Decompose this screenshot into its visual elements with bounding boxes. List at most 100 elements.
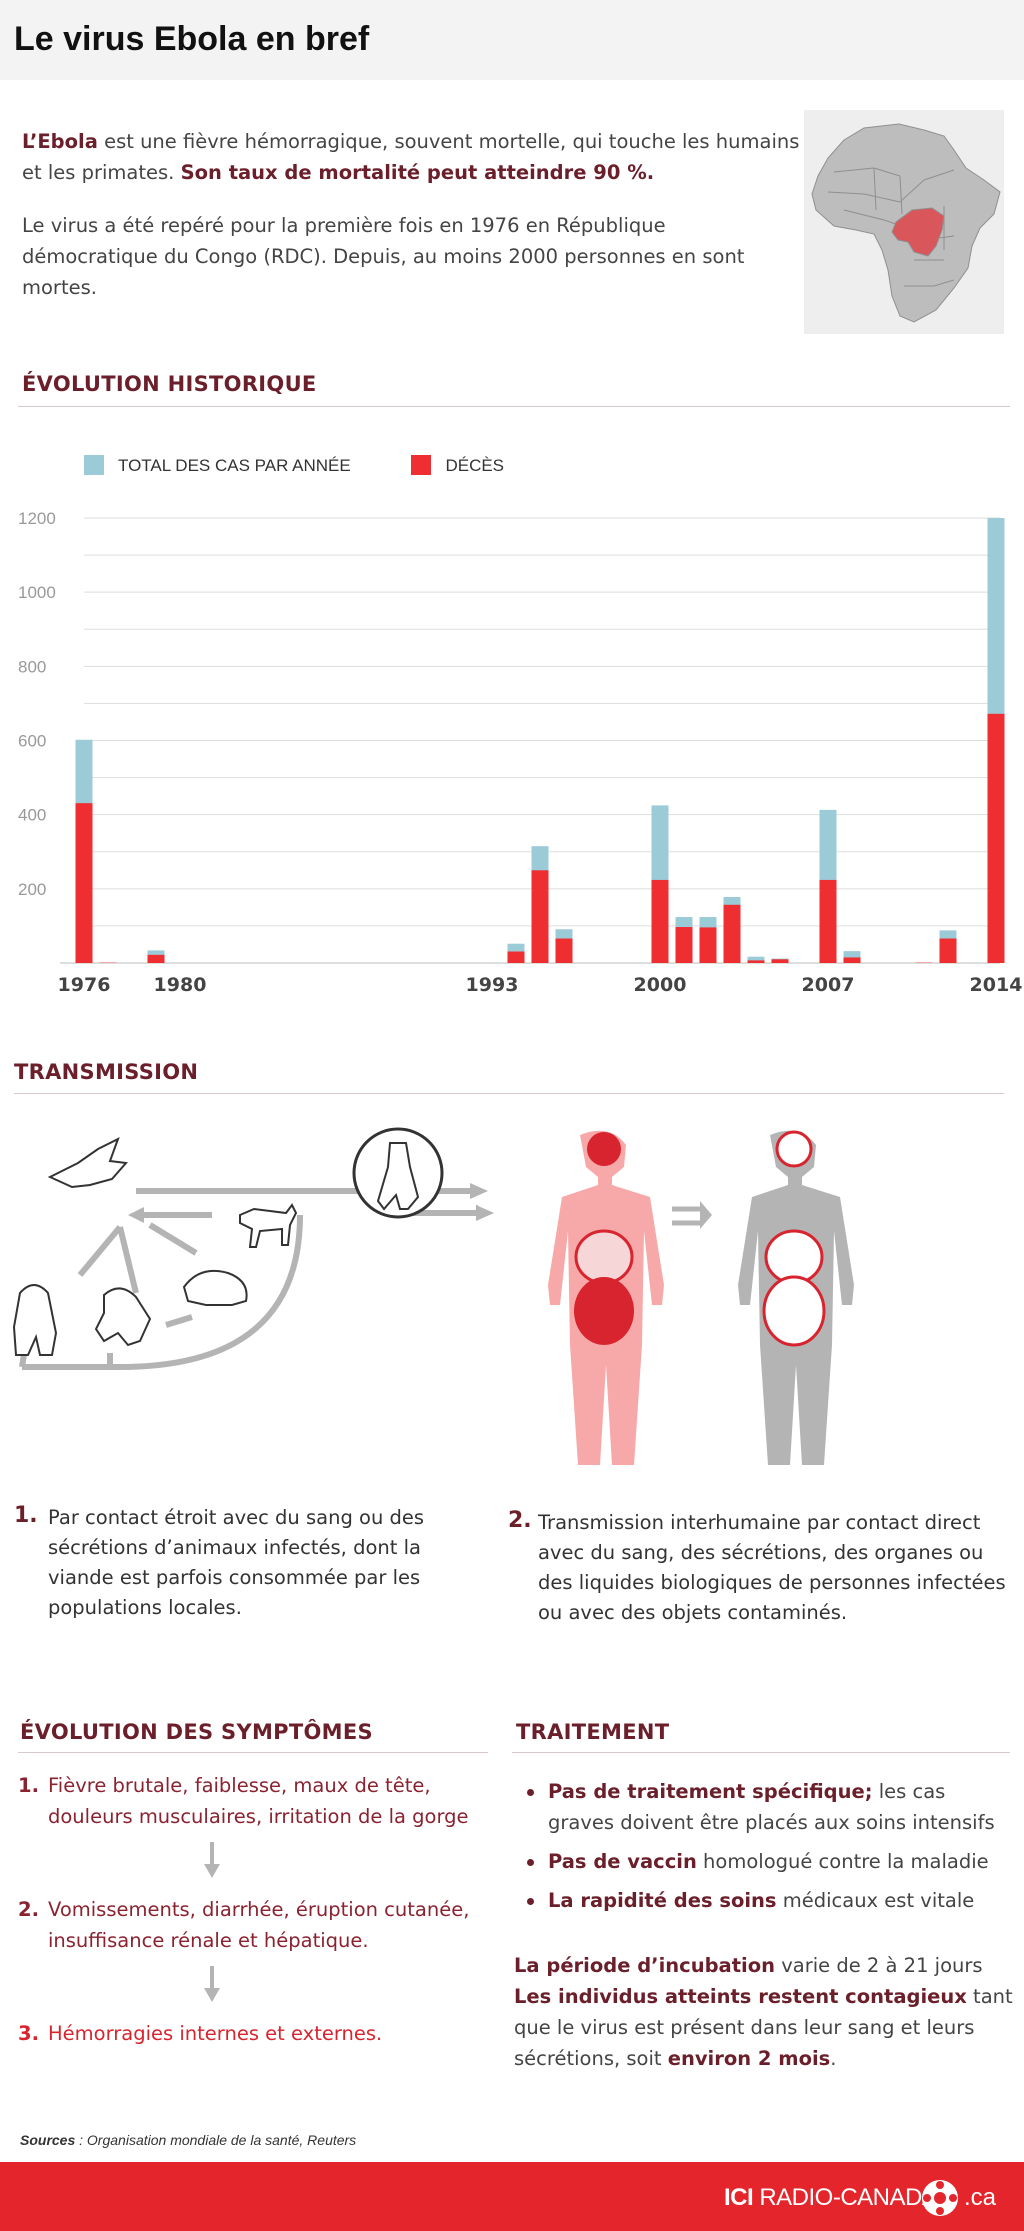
legend-item-deaths: DÉCÈS [411, 455, 504, 476]
drc-highlight [891, 207, 945, 257]
symptoms-section-title: ÉVOLUTION DES SYMPTÔMES [20, 1720, 373, 1744]
bar-deaths-2001 [675, 927, 693, 963]
bar-deaths-2012 [939, 938, 957, 963]
bar-deaths-2002 [699, 927, 717, 963]
brand-radio-canada: RADIO-CANADA [753, 2184, 938, 2211]
bar-deaths-1995 [531, 870, 549, 963]
y-tick-label: 1200 [18, 509, 56, 528]
history-section-divider [18, 406, 1010, 407]
infected-human-figure [548, 1130, 664, 1465]
radio-canada-gem-icon [922, 2180, 958, 2216]
porcupine-icon [182, 1269, 248, 1306]
brand-ici: ICI [724, 2184, 754, 2211]
page-title: Le virus Ebola en bref [14, 20, 370, 58]
down-arrow-icon [204, 1842, 220, 1878]
bar-deaths-2004 [747, 960, 765, 963]
legend-swatch-cases [84, 455, 104, 475]
treatment-item-1-text: les cas graves doivent être placés aux s… [548, 1780, 995, 1834]
legend-label-deaths: DÉCÈS [445, 456, 505, 475]
antelope-icon [239, 1203, 298, 1248]
intro-definition: est une fièvre hémorragique, souvent mor… [22, 130, 800, 184]
bar-deaths-1994 [507, 951, 525, 963]
bar-deaths-1996 [555, 938, 573, 963]
sources-note: Sources : Organisation mondiale de la sa… [20, 2132, 356, 2148]
x-tick-label: 2000 [634, 974, 687, 996]
transmission-item-2-text: Transmission interhumaine par contact di… [538, 1511, 1006, 1624]
x-tick-label: 2007 [802, 974, 855, 996]
treatment-item-2-text: homologué contre la maladie [696, 1850, 989, 1873]
symptom-3-text: Hémorragies internes et externes. [48, 2022, 383, 2045]
legend-label-cases: TOTAL DES CAS PAR ANNÉE [118, 456, 351, 475]
treatment-list: Pas de traitement spécifique; les cas gr… [524, 1776, 1014, 1924]
transmission-section-divider [14, 1093, 1004, 1094]
down-arrow-icon [204, 1966, 220, 2002]
brand-logo-text[interactable]: ICI RADIO-CANADA [724, 2184, 938, 2212]
y-tick-label: 600 [18, 732, 46, 751]
treatment-item-3-bold: La rapidité des soins [548, 1889, 777, 1912]
bar-cases-2008 [843, 951, 861, 963]
x-tick-label: 2014 [970, 974, 1023, 996]
sources-label: Sources [20, 2132, 76, 2148]
bar-deaths-1976 [75, 803, 93, 963]
transmission-item-2-number: 2. [508, 1508, 532, 1533]
legend-item-cases: TOTAL DES CAS PAR ANNÉE [84, 455, 351, 476]
bar-cases-2004 [747, 956, 765, 963]
bar-deaths-2014 [987, 713, 1005, 963]
sources-text: : Organisation mondiale de la santé, Reu… [75, 2132, 357, 2148]
treatment-item-1: Pas de traitement spécifique; les cas gr… [524, 1776, 1014, 1838]
bar-deaths-2008 [843, 957, 861, 963]
contagious-term: Les individus atteints restent contagieu… [514, 1985, 967, 2008]
symptoms-section-divider [18, 1752, 488, 1753]
bat-icon [47, 1136, 128, 1189]
treatment-section-title: TRAITEMENT [516, 1720, 670, 1744]
legend-swatch-deaths [411, 455, 432, 475]
intro-ebola-term: L’Ebola [22, 130, 98, 153]
brand-domain: .ca [964, 2184, 997, 2211]
contagious-human-figure [738, 1130, 854, 1465]
y-tick-label: 1000 [18, 583, 56, 602]
bar-deaths-2003 [723, 904, 741, 963]
transmission-section-title: TRANSMISSION [14, 1060, 199, 1084]
symptom-2-number: 2. [18, 1898, 39, 1921]
symptom-item-1: 1. Fièvre brutale, faiblesse, maux de tê… [18, 1770, 488, 1832]
intro-mortality-rate: Son taux de mortalité peut atteindre 90 … [180, 161, 655, 184]
gorilla-icon [12, 1284, 58, 1356]
intro-paragraph-2: Le virus a été repéré pour la première f… [22, 214, 745, 299]
bar-deaths-2007 [819, 879, 837, 963]
y-tick-label: 200 [18, 880, 46, 899]
bar-deaths-2005 [771, 959, 789, 963]
y-tick-label: 800 [18, 657, 46, 676]
contagious-text: tant que le virus est présent dans leur … [514, 1985, 1013, 2070]
incubation-paragraph: La période d’incubation varie de 2 à 21 … [514, 1950, 1014, 2074]
symptoms-list: 1. Fièvre brutale, faiblesse, maux de tê… [18, 1770, 488, 2049]
symptom-2-text: Vomissements, diarrhée, éruption cutanée… [48, 1898, 470, 1952]
treatment-item-3: La rapidité des soins médicaux est vital… [524, 1885, 1014, 1916]
history-bar-chart: 200 400 600 800 1000 1200 1976 1980 1993 2000 2007… [18, 509, 1023, 996]
human-transmission-arrows [672, 1206, 700, 1226]
transmission-item-1-text: Par contact étroit avec du sang ou des s… [48, 1506, 425, 1619]
footer-bar: ICI RADIO-CANADA .ca [0, 2162, 1024, 2231]
x-tick-label: 1980 [154, 974, 207, 996]
history-section-title: ÉVOLUTION HISTORIQUE [22, 372, 317, 396]
symptom-1-number: 1. [18, 1774, 39, 1797]
transmission-illustration [12, 1127, 854, 1465]
bar-deaths-2000 [651, 879, 669, 963]
symptom-3-number: 3. [18, 2022, 39, 2045]
incubation-duration: varie de 2 à 21 jours [775, 1954, 983, 1977]
chart-legend: TOTAL DES CAS PAR ANNÉE DÉCÈS [84, 455, 560, 476]
symptom-1-text: Fièvre brutale, faiblesse, maux de tête,… [48, 1774, 469, 1828]
page-header: Le virus Ebola en bref [0, 0, 1024, 80]
intro: L’Ebola est une fièvre hémorragique, sou… [22, 126, 802, 325]
y-tick-label: 400 [18, 806, 46, 825]
x-tick-label: 1976 [58, 974, 111, 996]
treatment-section-divider [512, 1752, 1010, 1753]
incubation-term: La période d’incubation [514, 1954, 776, 1977]
treatment-item-3-text: médicaux est vitale [776, 1889, 975, 1912]
intro-paragraph-1: L’Ebola est une fièvre hémorragique, sou… [22, 126, 802, 188]
chimpanzee-icon [94, 1287, 152, 1347]
treatment-item-2-bold: Pas de vaccin [548, 1850, 697, 1873]
africa-map [804, 110, 1004, 334]
treatment-item-2: Pas de vaccin homologué contre la maladi… [524, 1846, 1014, 1877]
bar-deaths-1979 [147, 954, 165, 963]
symptom-item-2: 2. Vomissements, diarrhée, éruption cuta… [18, 1894, 488, 1956]
